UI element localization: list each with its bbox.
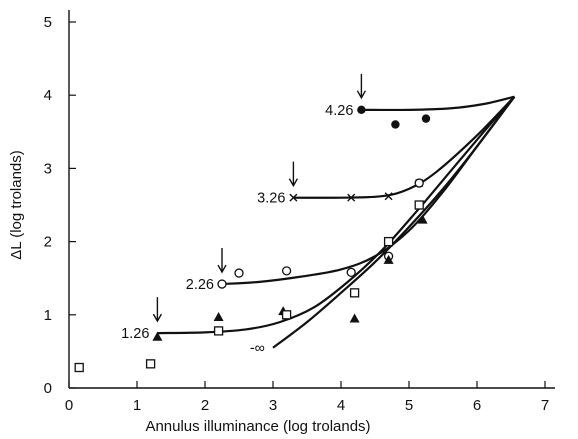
x-tick-label: 5	[405, 397, 413, 414]
curve-label: 3.26	[257, 191, 285, 207]
point-cross	[347, 193, 356, 202]
y-tick-label: 2	[44, 234, 52, 251]
y-axis-label: ΔL (log trolands)	[8, 150, 25, 260]
y-tick-label: 3	[44, 160, 52, 177]
point-open-circle	[217, 279, 227, 289]
point-open-square	[281, 310, 292, 320]
point-cross	[384, 192, 393, 201]
curve-label: 4.26	[325, 103, 353, 119]
point-filled-triangle	[349, 313, 360, 323]
arrow-marker	[288, 161, 299, 188]
curve-3.26	[293, 95, 516, 199]
point-open-circle	[281, 266, 292, 276]
arrow-marker	[356, 73, 367, 100]
y-tick-label: 5	[44, 14, 52, 31]
arrow-marker	[152, 297, 163, 323]
x-tick-label: 1	[133, 397, 141, 414]
x-tick-label: 3	[269, 397, 277, 414]
point-open-square	[414, 200, 424, 210]
curve-labels: 4.26 3.26 2.26 1.26 -∞	[121, 103, 353, 357]
fitted-curves	[157, 95, 516, 349]
arrow-marker	[217, 248, 227, 274]
point-open-circle	[414, 178, 424, 188]
x-tick-label: 0	[65, 397, 73, 414]
point-open-square	[349, 288, 360, 298]
point-filled-circle	[391, 120, 400, 129]
y-tick-label: 4	[44, 87, 52, 104]
point-filled-triangle	[383, 254, 394, 264]
x-axis-label: Annulus illuminance (log trolands)	[145, 418, 370, 435]
curve-label: 2.26	[186, 277, 214, 293]
point-open-square	[383, 236, 394, 247]
curve-1.26	[157, 95, 516, 335]
threshold-arrows	[152, 73, 367, 323]
point-filled-triangle	[152, 331, 163, 341]
chart-axes: 0 1 2 3 4 5 6 7 0 1 2 3 4 5	[44, 10, 555, 414]
point-open-circle	[234, 268, 244, 278]
point-filled-triangle	[417, 214, 428, 224]
curve-label: 1.26	[121, 326, 149, 342]
x-tick-label: 7	[541, 397, 549, 414]
x-tick-label: 4	[337, 397, 345, 414]
y-tick-label: 0	[44, 380, 52, 397]
data-points	[74, 105, 431, 373]
point-filled-circle	[421, 114, 431, 123]
curve-label: -∞	[250, 341, 265, 357]
y-tick-label: 1	[44, 307, 52, 324]
x-tick-label: 6	[473, 397, 481, 414]
point-open-circle	[346, 267, 356, 277]
point-filled-circle	[357, 105, 366, 115]
point-open-square	[74, 362, 84, 373]
point-open-square	[145, 359, 156, 369]
point-open-square	[213, 326, 224, 336]
curve-4.26	[361, 95, 515, 112]
x-tick-label: 2	[201, 397, 209, 414]
point-filled-triangle	[213, 311, 224, 321]
point-cross	[289, 193, 298, 202]
